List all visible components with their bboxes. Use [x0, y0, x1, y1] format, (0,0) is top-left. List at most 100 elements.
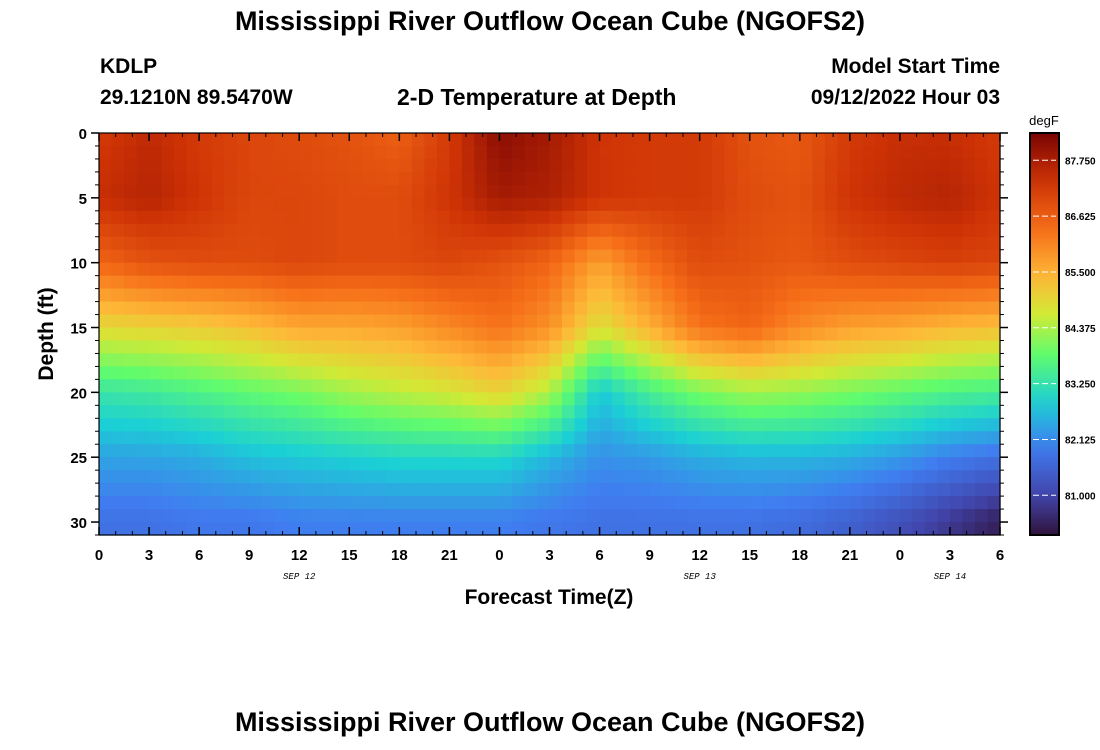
heatmap-cell — [361, 210, 375, 225]
heatmap-cell — [261, 314, 275, 329]
heatmap-cell — [124, 301, 138, 316]
heatmap-cell — [762, 262, 776, 277]
heatmap-cell — [149, 405, 163, 419]
heatmap-cell — [974, 236, 989, 251]
heatmap-cell — [849, 262, 863, 277]
heatmap-cell — [161, 366, 175, 380]
heatmap-cell — [812, 470, 826, 484]
heatmap-cell — [524, 275, 538, 290]
heatmap-cell — [962, 314, 976, 329]
heatmap-cell — [99, 444, 113, 458]
heatmap-cell — [749, 171, 763, 186]
heatmap-cell — [899, 236, 913, 251]
heatmap-cell — [336, 457, 350, 471]
heatmap-cell — [649, 366, 663, 380]
heatmap-cell — [974, 431, 989, 445]
heatmap-cell — [261, 470, 275, 484]
heatmap-cell — [849, 197, 863, 212]
heatmap-cell — [549, 483, 563, 497]
heatmap-cell — [511, 288, 526, 303]
heatmap-cell — [874, 444, 888, 458]
y-axis-title: Depth (ft) — [35, 287, 58, 380]
heatmap-cell — [737, 366, 751, 380]
heatmap-cell — [549, 145, 563, 160]
heatmap-cell — [336, 197, 350, 212]
heatmap-cell — [286, 340, 300, 355]
heatmap-cell — [662, 301, 676, 316]
heatmap-cell — [949, 223, 964, 238]
heatmap-cell — [574, 418, 588, 432]
heatmap-cell — [774, 288, 788, 303]
heatmap-cell — [286, 366, 300, 380]
heatmap-cell — [186, 509, 200, 523]
heatmap-cell — [924, 314, 939, 329]
heatmap-cell — [461, 457, 476, 471]
heatmap-cell — [111, 327, 125, 342]
heatmap-cell — [136, 210, 150, 225]
heatmap-cell — [837, 236, 851, 251]
colorbar-tick-label: 84.375 — [1065, 324, 1096, 335]
heatmap-cell — [962, 133, 976, 147]
heatmap-cell — [486, 223, 501, 238]
heatmap-cell — [286, 483, 300, 497]
heatmap-cell — [261, 522, 275, 536]
heatmap-cell — [186, 184, 200, 199]
heatmap-cell — [286, 405, 300, 419]
heatmap-cell — [436, 444, 450, 458]
heatmap-cell — [536, 301, 551, 316]
heatmap-cell — [449, 431, 463, 445]
heatmap-cell — [386, 171, 400, 186]
heatmap-cell — [974, 340, 989, 355]
heatmap-cell — [787, 275, 801, 290]
heatmap-cell — [887, 288, 901, 303]
heatmap-cell — [987, 405, 1001, 419]
heatmap-cell — [499, 366, 513, 380]
heatmap-cell — [687, 210, 701, 225]
heatmap-cell — [536, 171, 551, 186]
heatmap-cell — [824, 223, 838, 238]
heatmap-cell — [311, 197, 325, 212]
heatmap-cell — [236, 236, 250, 251]
heatmap-cell — [411, 522, 425, 536]
heatmap-cell — [687, 470, 701, 484]
heatmap-cell — [787, 496, 801, 510]
heatmap-cell — [587, 314, 601, 329]
heatmap-cell — [286, 353, 300, 368]
heatmap-cell — [612, 522, 626, 536]
heatmap-cell — [236, 418, 250, 432]
heatmap-cell — [862, 223, 876, 238]
heatmap-cell — [174, 236, 188, 251]
heatmap-cell — [399, 366, 413, 380]
heatmap-cell — [937, 496, 951, 510]
heatmap-cell — [812, 133, 826, 147]
heatmap-cell — [111, 197, 125, 212]
heatmap-cell — [511, 483, 526, 497]
heatmap-cell — [224, 418, 238, 432]
heatmap-cell — [624, 405, 638, 419]
heatmap-cell — [987, 509, 1001, 523]
heatmap-cell — [762, 405, 776, 419]
heatmap-cell — [862, 197, 876, 212]
heatmap-cell — [724, 483, 738, 497]
heatmap-cell — [949, 158, 964, 173]
heatmap-cell — [249, 340, 263, 355]
heatmap-cell — [124, 249, 138, 264]
heatmap-cell — [274, 522, 288, 536]
heatmap-cell — [261, 353, 275, 368]
heatmap-cell — [374, 197, 388, 212]
heatmap-cell — [574, 457, 588, 471]
heatmap-cell — [149, 444, 163, 458]
heatmap-cell — [587, 327, 601, 342]
heatmap-cell — [712, 522, 726, 536]
heatmap-cell — [837, 496, 851, 510]
heatmap-cell — [324, 197, 338, 212]
heatmap-cell — [587, 210, 601, 225]
heatmap-cell — [774, 314, 788, 329]
heatmap-cell — [361, 392, 375, 406]
heatmap-cell — [536, 197, 551, 212]
heatmap-cell — [662, 288, 676, 303]
heatmap-cell — [336, 353, 350, 368]
heatmap-cell — [599, 366, 613, 380]
heatmap-cell — [149, 275, 163, 290]
heatmap-cell — [899, 353, 913, 368]
